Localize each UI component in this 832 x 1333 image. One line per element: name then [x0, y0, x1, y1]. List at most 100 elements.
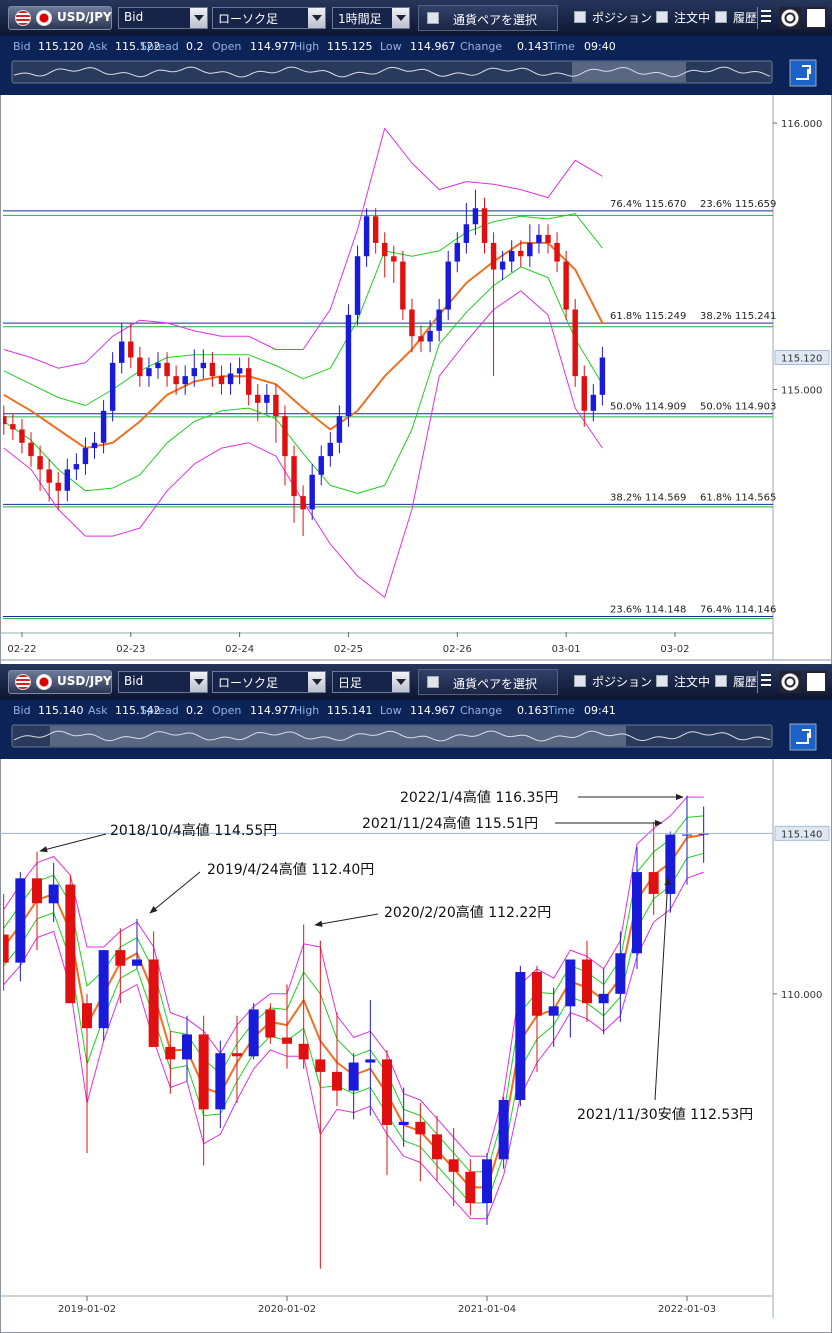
period-select[interactable]: 1時間足 — [332, 7, 410, 29]
candle-body — [28, 442, 34, 457]
symbol-button[interactable]: USD/JPY — [8, 6, 112, 30]
style-select[interactable]: ローソク足 — [212, 7, 326, 29]
quote-label: Change — [460, 704, 503, 717]
level-label: 76.4% — [700, 605, 732, 616]
checkbox — [427, 12, 439, 24]
candle-body — [115, 950, 126, 966]
checkbox[interactable] — [656, 675, 668, 687]
candle-body — [532, 971, 542, 1016]
level-label: 50.0% — [700, 402, 732, 413]
candle-body — [132, 959, 142, 966]
level-label: 114.146 — [735, 605, 776, 616]
candle-body — [164, 362, 170, 377]
pair-select[interactable]: 通貨ペアを選択 — [418, 5, 558, 31]
y-tick-label: 115.000 — [781, 385, 822, 396]
candle-body — [554, 242, 560, 262]
plot-area — [3, 795, 709, 1269]
candle-body — [128, 341, 134, 358]
position-label: ポジション — [592, 675, 653, 689]
candle-body — [590, 394, 597, 411]
candle-body — [291, 456, 297, 497]
quote-label: Change — [460, 40, 503, 53]
y-tick-label: 116.000 — [781, 119, 822, 130]
candle-body — [64, 469, 71, 491]
quote-label: Ask — [88, 704, 108, 717]
candle-body — [309, 474, 315, 510]
quote-value: 115.141 — [327, 704, 373, 717]
quote-label: Open — [212, 40, 242, 53]
arrow-glyph — [312, 679, 322, 685]
candle-body — [498, 1099, 509, 1160]
flag-icon — [15, 674, 31, 690]
candle-body — [490, 242, 497, 270]
candle-body — [572, 309, 578, 377]
candle-body — [82, 448, 89, 465]
x-tick-label: 02-25 — [334, 644, 363, 655]
candle-body — [200, 362, 207, 369]
style-select[interactable]: ローソク足 — [212, 671, 326, 693]
indicator-line — [3, 833, 704, 1189]
navigator-strip[interactable] — [0, 721, 832, 755]
candle-body — [463, 224, 470, 243]
candle-body — [581, 376, 587, 411]
period-select[interactable]: 日足 — [332, 671, 410, 693]
annotation: 2021/11/24高値 115.51円 — [362, 815, 538, 832]
pair-select[interactable]: 通貨ペアを選択 — [418, 669, 558, 695]
candle-body — [315, 1059, 326, 1072]
candle-body — [391, 256, 397, 262]
menu-button[interactable] — [757, 7, 773, 29]
candle-body — [427, 330, 433, 342]
candle-body — [508, 250, 515, 262]
popout-button[interactable] — [805, 671, 827, 693]
price-tag-label: 115.120 — [781, 354, 822, 365]
candle-body — [563, 261, 569, 310]
orders-label: 注文中 — [674, 11, 711, 25]
flag-icon — [36, 10, 52, 26]
symbol-button[interactable]: USD/JPY — [8, 670, 112, 694]
checkbox[interactable] — [715, 11, 727, 23]
candle-body — [382, 242, 388, 257]
candle-body — [632, 872, 642, 954]
quote-value: 115.120 — [38, 40, 84, 53]
candle-body — [298, 1043, 309, 1060]
settings-button[interactable] — [779, 7, 801, 29]
candle-body — [55, 482, 61, 491]
candle-body — [32, 878, 42, 904]
checkbox[interactable] — [715, 675, 727, 687]
price-select[interactable]: Bid — [118, 7, 208, 29]
settings-button[interactable] — [779, 671, 801, 693]
candle-body — [10, 424, 16, 430]
candle-body — [436, 309, 442, 331]
orders-label: 注文中 — [674, 675, 711, 689]
candle-body — [118, 341, 125, 363]
level-label: 38.2% — [610, 492, 642, 503]
candle-body — [482, 1159, 492, 1204]
checkbox[interactable] — [574, 11, 586, 23]
level-label: 114.569 — [645, 492, 686, 503]
candle-body — [348, 1062, 359, 1091]
dropdown-arrow — [392, 8, 409, 28]
quote-bar: Bid 115.140 Ask 115.142 Spread 0.2 Open 114.977… — [0, 700, 832, 721]
candle-body — [345, 314, 352, 417]
candle-body — [615, 953, 626, 994]
indicator-line — [3, 871, 704, 1220]
navigator-strip[interactable] — [0, 57, 832, 91]
candle-body — [137, 357, 143, 377]
candle-body — [432, 1134, 442, 1160]
quote-value: 114.967 — [410, 40, 456, 53]
popout-button[interactable] — [805, 7, 827, 29]
navigator-window — [50, 726, 626, 746]
checkbox[interactable] — [574, 675, 586, 687]
quote-label: Spread — [140, 704, 179, 717]
candle-body — [255, 394, 261, 403]
navigator-window — [572, 62, 686, 82]
candle-body — [398, 1121, 409, 1125]
level-label: 23.6% — [700, 199, 732, 210]
price-select[interactable]: Bid — [118, 671, 208, 693]
menu-button[interactable] — [757, 671, 773, 693]
quote-value: 09:41 — [584, 704, 616, 717]
checkbox[interactable] — [656, 11, 668, 23]
quote-label: Open — [212, 704, 242, 717]
level-label: 115.659 — [735, 199, 776, 210]
